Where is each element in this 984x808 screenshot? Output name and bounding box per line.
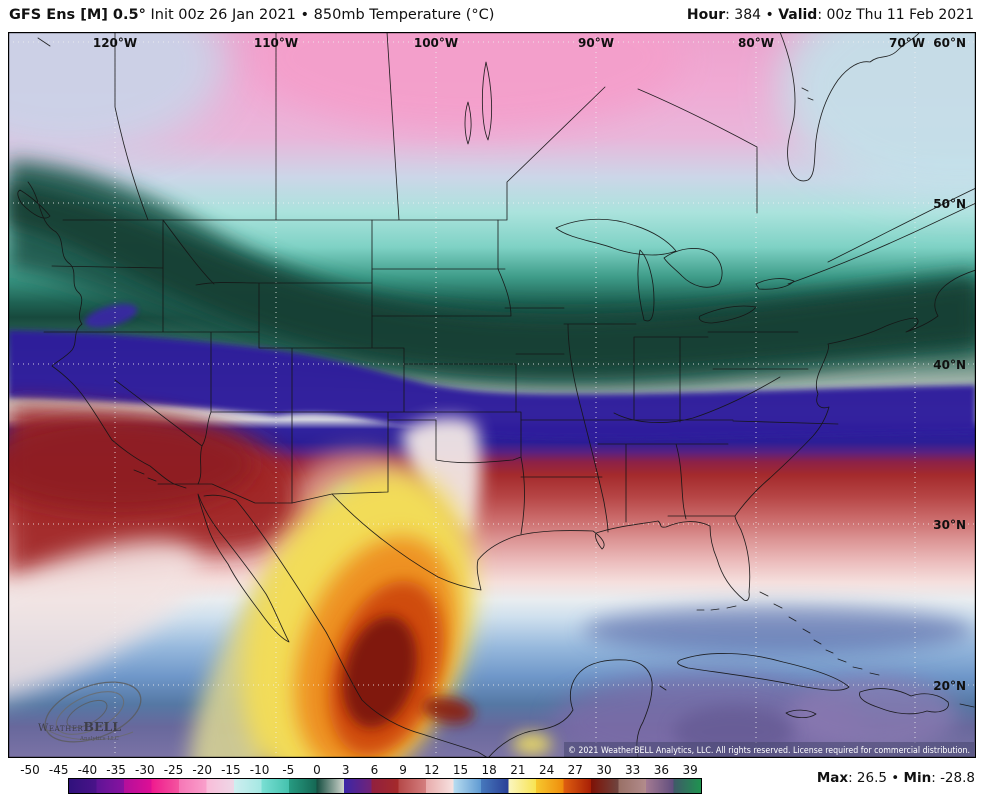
colorbar-tick: -35: [106, 763, 126, 777]
hour-label: Hour: [686, 7, 726, 23]
colorbar-tick: 33: [625, 763, 641, 777]
colorbar: [68, 778, 702, 794]
colorbar-tick: 24: [538, 763, 555, 777]
colorbar-tick: 15: [452, 763, 469, 777]
colorbar-tick: 6: [370, 763, 379, 777]
svg-text:WeatherBELL: WeatherBELL: [38, 719, 121, 734]
max-label: Max: [816, 770, 849, 786]
title-bar: GFS Ens [M] 0.5° Init 00z 26 Jan 2021 • …: [0, 0, 984, 32]
colorbar-tick: 21: [510, 763, 526, 777]
colorbar-tick: 18: [481, 763, 497, 777]
colorbar-tick: -5: [282, 763, 295, 777]
caribbean-islands: [487, 591, 975, 758]
gulf-atlantic-coast: [157, 269, 976, 611]
lat-label: 20°N: [933, 679, 966, 693]
colorbar-tick: 36: [653, 763, 670, 777]
copyright-notice: © 2021 WeatherBELL Analytics, LLC. All r…: [568, 746, 970, 756]
logo-brand-bold: BELL: [83, 719, 121, 734]
init-info: Init 00z 26 Jan 2021 • 850mb Temperature…: [150, 7, 495, 23]
lat-label: 30°N: [933, 518, 966, 532]
colorbar-tick: -50: [20, 763, 40, 777]
copyright-bar: © 2021 WeatherBELL Analytics, LLC. All r…: [564, 742, 974, 758]
lon-label: 90°W: [578, 36, 614, 50]
lat-label: 50°N: [933, 197, 966, 211]
max-min-readout: Max: 26.5 • Min: -28.8: [816, 770, 975, 786]
valid-time-info: Hour: 384 • Valid: 00z Thu 11 Feb 2021: [686, 7, 975, 23]
colorbar-tick: -20: [192, 763, 212, 777]
logo-brand-serif: Weather: [38, 723, 84, 734]
lon-label: 100°W: [414, 36, 458, 50]
colorbar-tick: -10: [249, 763, 270, 777]
colorbar-tick-labels: -50 -45 -40 -35 -30 -25 -20 -15 -10 -5 0 3 6 9 12 15 18 2…: [0, 763, 984, 777]
pacific-coast-baja: [17, 181, 489, 758]
min-label: Min: [903, 770, 932, 786]
great-lakes: [555, 218, 795, 324]
min-value: -28.8: [940, 770, 975, 786]
colorbar-tick: 39: [682, 763, 698, 777]
valid-label: Valid: [778, 7, 818, 23]
colorbar-tick: 9: [399, 763, 407, 777]
valid-value: 00z Thu 11 Feb 2021: [826, 7, 975, 23]
logo-subtitle: Analytics LLC: [79, 736, 119, 742]
weatherbell-logo: WeatherBELL Analytics LLC: [38, 681, 142, 743]
lon-label: 70°W: [889, 36, 925, 50]
lat-label: 40°N: [933, 358, 966, 372]
model-name: GFS Ens [M] 0.5°: [9, 7, 146, 23]
state-borders-central-east: [371, 219, 839, 533]
colorbar-tick: -25: [163, 763, 184, 777]
colorbar-tick: 3: [341, 763, 350, 777]
colorbar-tick: 30: [596, 763, 612, 777]
temperature-field-layer: [8, 32, 976, 758]
hour-value: 384: [734, 7, 762, 23]
canada-borders: [37, 32, 976, 285]
lon-label: 80°W: [738, 36, 774, 50]
lat-label: 60°N: [933, 36, 966, 50]
colorbar-tick: -30: [134, 763, 155, 777]
lon-label: 110°W: [254, 36, 298, 50]
colorbar-tick: -45: [48, 763, 69, 777]
colorbar-tick: 27: [567, 763, 583, 777]
state-borders-west: [43, 219, 525, 535]
temperature-map-image: 120°W 110°W 100°W 90°W 80°W 70°W 60°N 50…: [8, 32, 976, 758]
colorbar-tick: 0: [313, 763, 321, 777]
colorbar-tick: -40: [77, 763, 98, 777]
colorbar-tick: 12: [424, 763, 440, 777]
map-title: GFS Ens [M] 0.5° Init 00z 26 Jan 2021 • …: [9, 7, 494, 23]
colorbar-tick: -15: [221, 763, 241, 777]
max-value: 26.5: [856, 770, 887, 786]
grid-labels: 120°W 110°W 100°W 90°W 80°W 70°W 60°N 50…: [93, 36, 966, 693]
map-frame: [8, 32, 976, 758]
borders-coastlines-layer: [17, 32, 976, 758]
lon-label: 120°W: [93, 36, 137, 50]
